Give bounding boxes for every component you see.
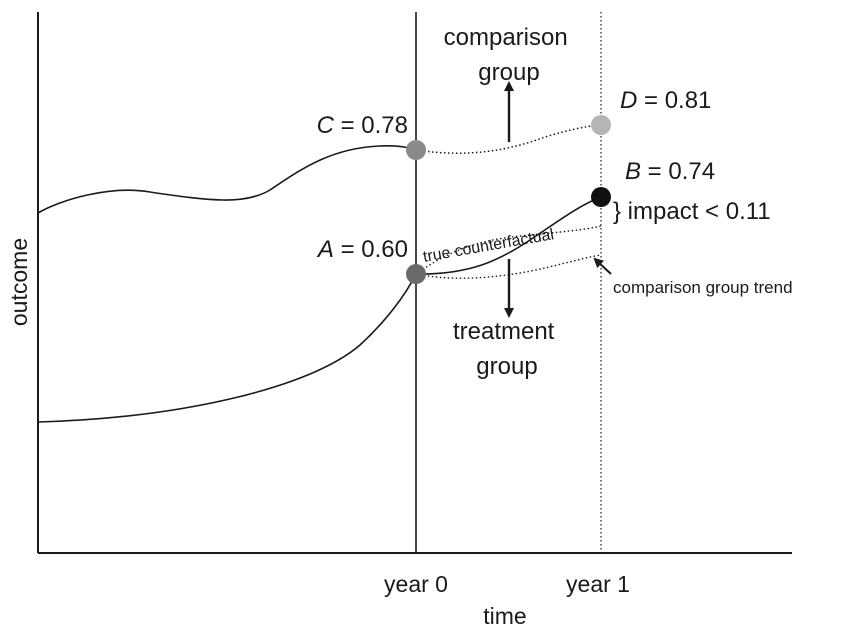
point-d-marker xyxy=(591,115,611,135)
point-c-label: C = 0.78 xyxy=(317,112,408,139)
point-a-label: A = 0.60 xyxy=(316,236,408,263)
y-axis-label: outcome xyxy=(6,238,32,326)
comparison-group-label-line-2: group xyxy=(478,59,539,86)
point-a-letter: A xyxy=(316,236,334,263)
point-b-letter: B xyxy=(625,158,641,185)
treatment-group-label-line-2: group xyxy=(476,353,537,380)
true-counterfactual-curve xyxy=(415,225,602,275)
point-a-value: = 0.60 xyxy=(334,236,408,263)
point-d-label: D = 0.81 xyxy=(620,87,711,114)
comparison-group-trend-label: comparison group trend xyxy=(613,278,793,297)
x-tick-year-1: year 1 xyxy=(566,571,630,597)
treatment-group-label: treatment group xyxy=(453,318,561,380)
comparison-group-trend-pointer-arrow xyxy=(593,257,612,275)
point-c-value: = 0.78 xyxy=(334,112,408,139)
point-a-marker xyxy=(406,264,426,284)
x-tick-year-0: year 0 xyxy=(384,571,448,597)
comparison-group-curve xyxy=(37,145,417,214)
point-b-marker xyxy=(591,187,611,207)
true-counterfactual-label: true counterfactual xyxy=(422,226,555,266)
treatment-group-curve xyxy=(37,273,417,423)
comparison-group-label: comparison group xyxy=(444,24,575,86)
treatment-group-label-line-1: treatment xyxy=(453,318,555,345)
point-d-letter: D xyxy=(620,87,637,114)
point-b-value: = 0.74 xyxy=(641,158,715,185)
point-c-marker xyxy=(406,140,426,160)
comparison-group-dotted-trend xyxy=(415,124,602,154)
point-d-value: = 0.81 xyxy=(637,87,711,114)
impact-label: } impact < 0.11 xyxy=(613,198,771,225)
comparison-group-trend-curve xyxy=(415,254,602,279)
comparison-group-label-line-1: comparison xyxy=(444,24,568,51)
point-c-letter: C xyxy=(317,112,335,139)
x-axis-label: time xyxy=(483,603,526,629)
point-b-label: B = 0.74 xyxy=(625,158,715,185)
treatment-group-actual-trend xyxy=(415,196,602,275)
